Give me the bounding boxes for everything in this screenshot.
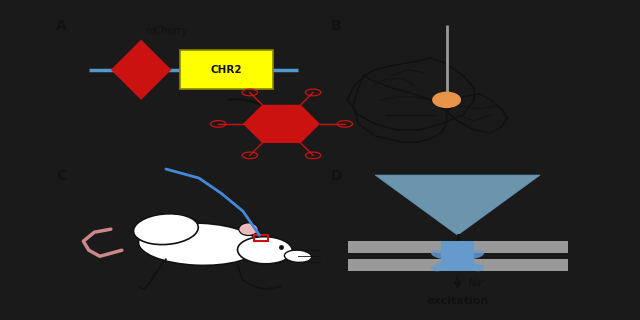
Text: C: C bbox=[56, 169, 66, 183]
FancyArrowPatch shape bbox=[229, 100, 286, 134]
FancyArrowPatch shape bbox=[455, 277, 460, 287]
Ellipse shape bbox=[431, 250, 451, 259]
Polygon shape bbox=[375, 175, 540, 235]
Text: B: B bbox=[331, 19, 342, 33]
Bar bbox=[441, 241, 474, 271]
Bar bbox=[348, 241, 568, 253]
Ellipse shape bbox=[464, 250, 484, 259]
Text: excitation: excitation bbox=[426, 296, 489, 306]
Ellipse shape bbox=[134, 214, 198, 244]
Polygon shape bbox=[243, 105, 320, 143]
FancyBboxPatch shape bbox=[180, 50, 273, 89]
Ellipse shape bbox=[464, 262, 484, 271]
Text: mCherry: mCherry bbox=[145, 26, 187, 36]
Ellipse shape bbox=[239, 223, 258, 236]
Text: Na⁺: Na⁺ bbox=[468, 278, 487, 288]
Text: D: D bbox=[331, 169, 342, 183]
Polygon shape bbox=[111, 40, 172, 100]
Text: A: A bbox=[56, 19, 67, 33]
Circle shape bbox=[433, 92, 460, 108]
Bar bbox=[348, 259, 568, 271]
Ellipse shape bbox=[431, 262, 451, 271]
Bar bbox=[254, 235, 268, 241]
Ellipse shape bbox=[284, 250, 312, 262]
Ellipse shape bbox=[237, 237, 292, 264]
Text: CHR2: CHR2 bbox=[211, 65, 243, 75]
Ellipse shape bbox=[138, 223, 259, 265]
